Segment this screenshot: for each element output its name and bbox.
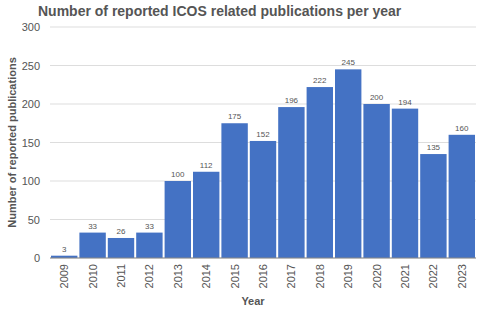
x-tick-label: 2022 — [427, 264, 439, 288]
y-tick-label: 300 — [22, 21, 40, 33]
bar — [108, 238, 134, 258]
y-tick-label: 100 — [22, 175, 40, 187]
data-label: 135 — [427, 143, 441, 152]
bar — [420, 154, 446, 258]
data-label: 152 — [256, 130, 270, 139]
chart-container: 0501001502002503003332633100112175152196… — [0, 0, 480, 310]
grid-line — [50, 258, 476, 259]
data-label: 200 — [370, 93, 384, 102]
bar — [449, 135, 475, 258]
bars — [51, 69, 475, 258]
bar — [335, 69, 361, 258]
data-label: 26 — [117, 227, 126, 236]
x-axis-line — [50, 258, 476, 259]
data-label: 100 — [171, 170, 185, 179]
data-label: 194 — [398, 98, 412, 107]
data-label: 196 — [285, 96, 299, 105]
x-tick-label: 2020 — [371, 264, 383, 288]
chart-svg: 0501001502002503003332633100112175152196… — [0, 0, 480, 310]
data-label: 245 — [342, 58, 356, 67]
bar — [278, 107, 304, 258]
x-tick-label: 2016 — [257, 264, 269, 288]
bar — [250, 141, 276, 258]
x-tick-label: 2023 — [456, 264, 468, 288]
x-tick-label: 2018 — [314, 264, 326, 288]
x-tick-label: 2009 — [58, 264, 70, 288]
data-label: 33 — [145, 222, 154, 231]
y-axis-label: Number of reported publications — [6, 57, 18, 228]
data-label: 112 — [200, 161, 213, 170]
data-label: 160 — [455, 124, 469, 133]
bar — [136, 233, 162, 258]
x-tick-label: 2013 — [172, 264, 184, 288]
x-axis-label: Year — [241, 295, 265, 307]
chart-title: Number of reported ICOS related publicat… — [38, 3, 402, 19]
bar — [165, 181, 191, 258]
data-label: 33 — [88, 222, 97, 231]
y-tick-label: 0 — [34, 252, 40, 264]
y-tick-label: 150 — [22, 137, 40, 149]
y-tick-label: 200 — [22, 98, 40, 110]
bar — [193, 172, 219, 258]
data-label: 222 — [313, 76, 327, 85]
data-label: 175 — [228, 112, 242, 121]
x-tick-label: 2010 — [87, 264, 99, 288]
grid — [50, 27, 476, 258]
bar — [363, 104, 389, 258]
data-label: 3 — [62, 245, 67, 254]
y-tick-label: 250 — [22, 60, 40, 72]
grid-line — [50, 104, 476, 105]
x-tick-label: 2015 — [229, 264, 241, 288]
x-tick-label: 2021 — [399, 264, 411, 288]
grid-line — [50, 27, 476, 28]
bar — [221, 123, 247, 258]
x-tick-label: 2012 — [143, 264, 155, 288]
x-tick-label: 2011 — [115, 264, 127, 288]
x-tick-label: 2014 — [200, 264, 212, 288]
x-tick-label: 2017 — [285, 264, 297, 288]
y-tick-label: 50 — [28, 214, 40, 226]
grid-line — [50, 65, 476, 66]
bar — [392, 109, 418, 258]
x-tick-label: 2019 — [342, 264, 354, 288]
bar — [79, 233, 105, 258]
bar — [307, 87, 333, 258]
